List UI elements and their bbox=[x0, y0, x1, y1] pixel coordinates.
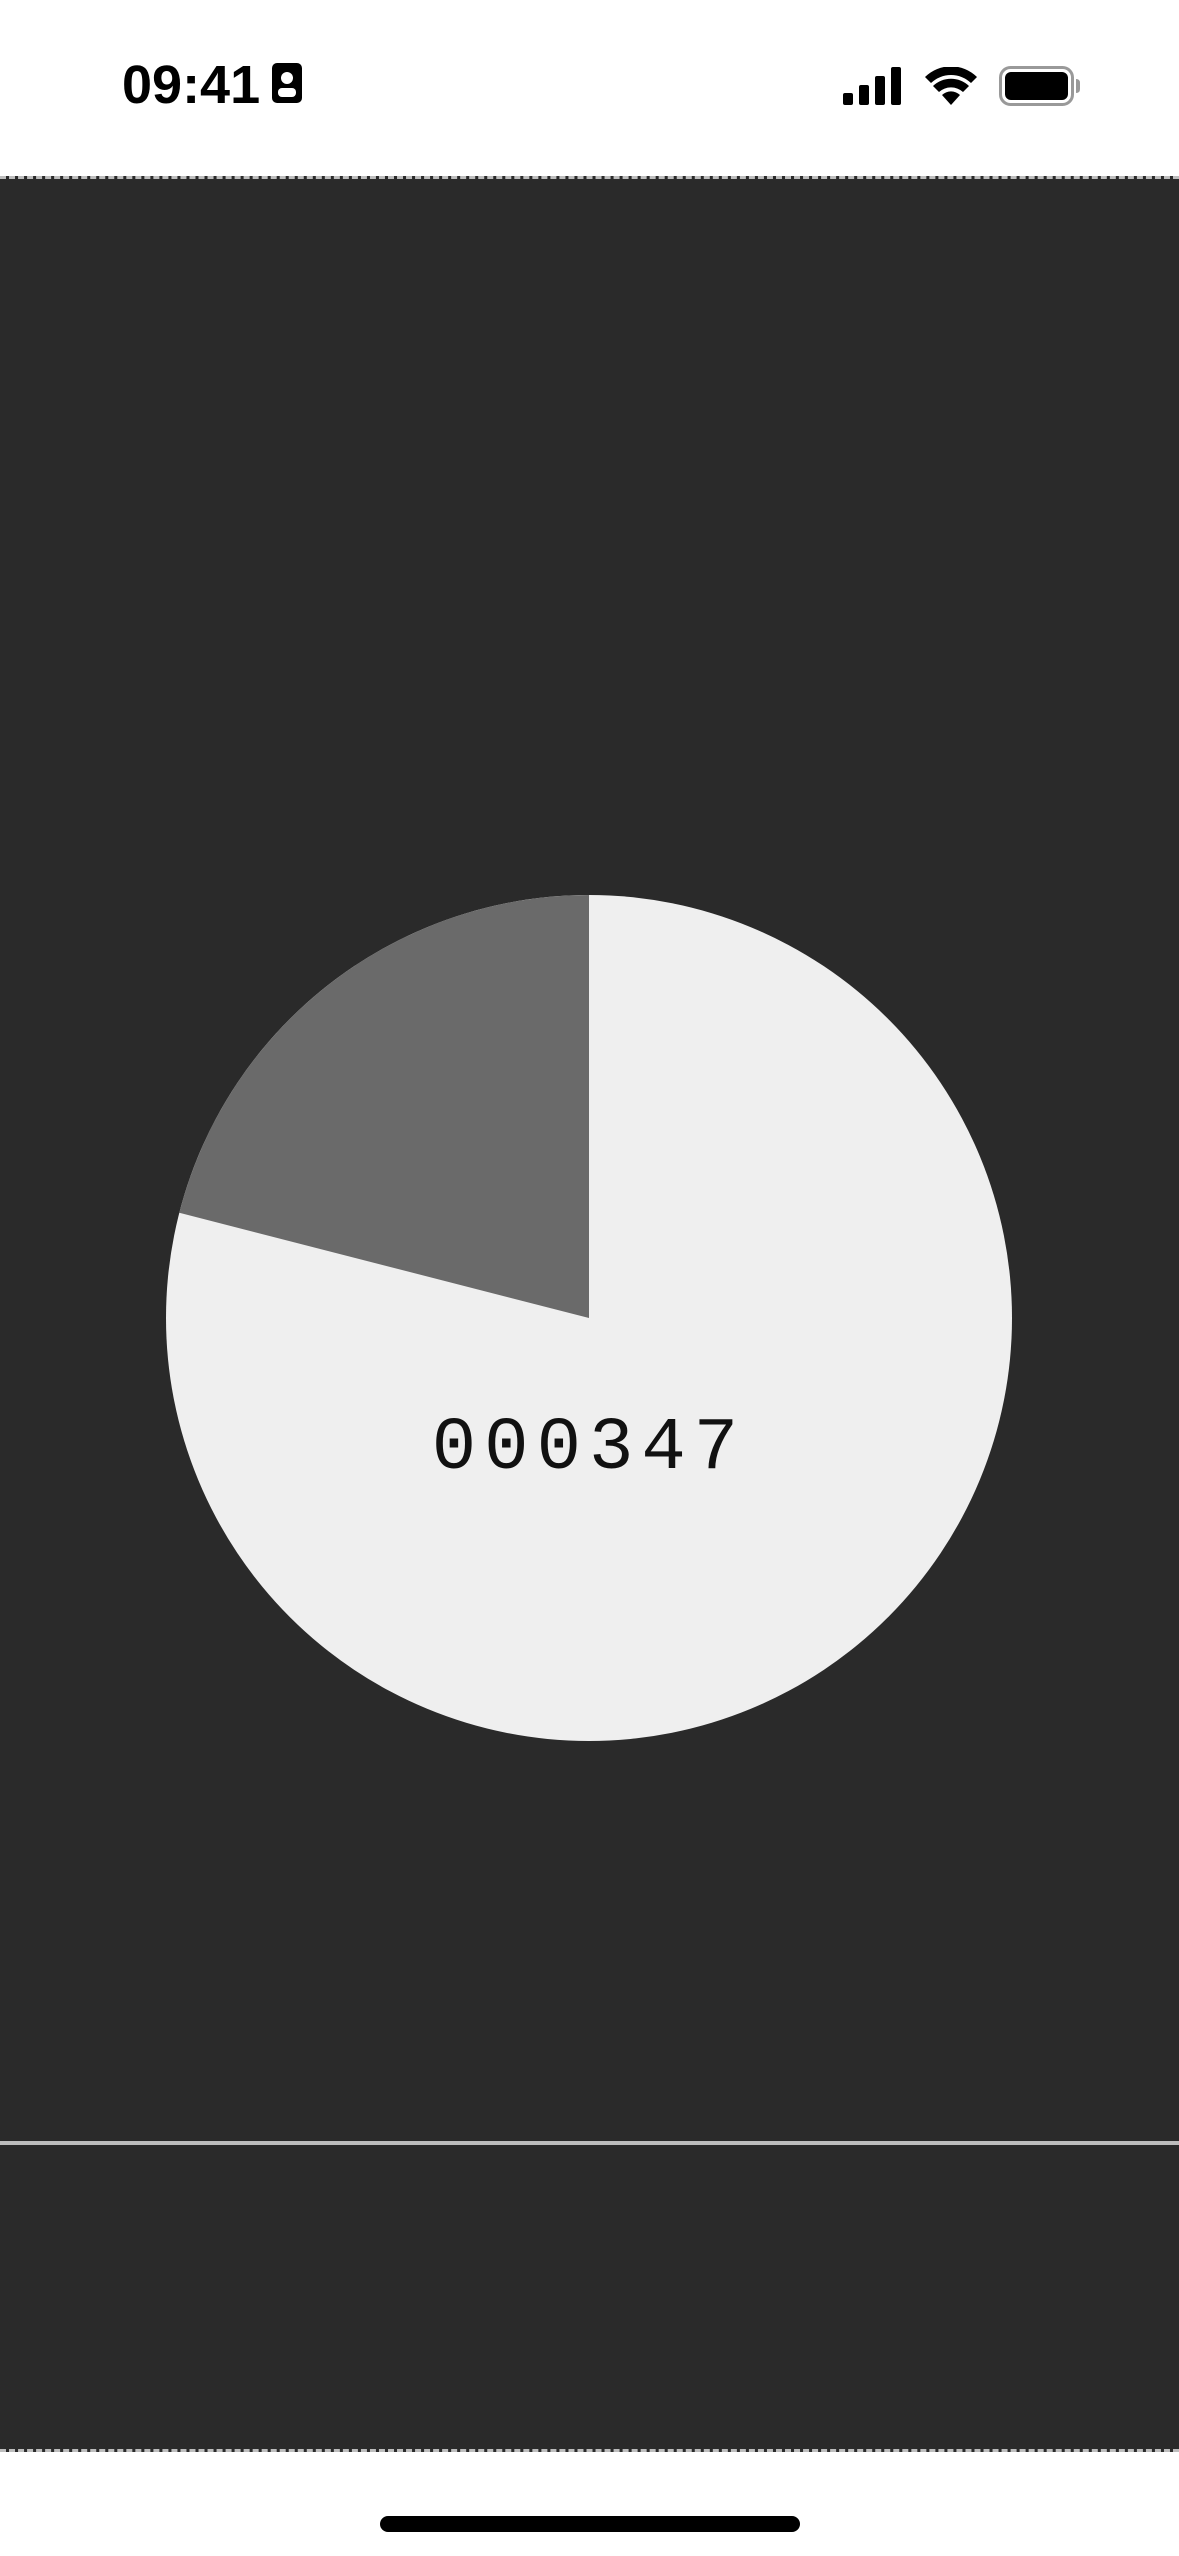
status-bar: 09:41 bbox=[0, 0, 1179, 176]
home-indicator-area bbox=[0, 2452, 1179, 2556]
bottom-divider bbox=[0, 2141, 1179, 2145]
status-time-group: 09:41 bbox=[122, 54, 304, 116]
counter-value: 000347 bbox=[431, 1407, 747, 1491]
id-card-icon bbox=[270, 61, 304, 110]
wifi-icon bbox=[925, 66, 977, 110]
status-icons bbox=[843, 66, 1081, 111]
home-indicator[interactable] bbox=[380, 2516, 800, 2532]
pie-elapsed-slice bbox=[179, 895, 590, 1318]
status-time: 09:41 bbox=[122, 55, 261, 115]
battery-icon bbox=[999, 66, 1081, 111]
pie-chart bbox=[166, 895, 1012, 1741]
countdown-pie: 000347 bbox=[166, 895, 1012, 1741]
cellular-signal-icon bbox=[843, 67, 903, 110]
timer-stage: 000347 bbox=[0, 176, 1179, 2452]
